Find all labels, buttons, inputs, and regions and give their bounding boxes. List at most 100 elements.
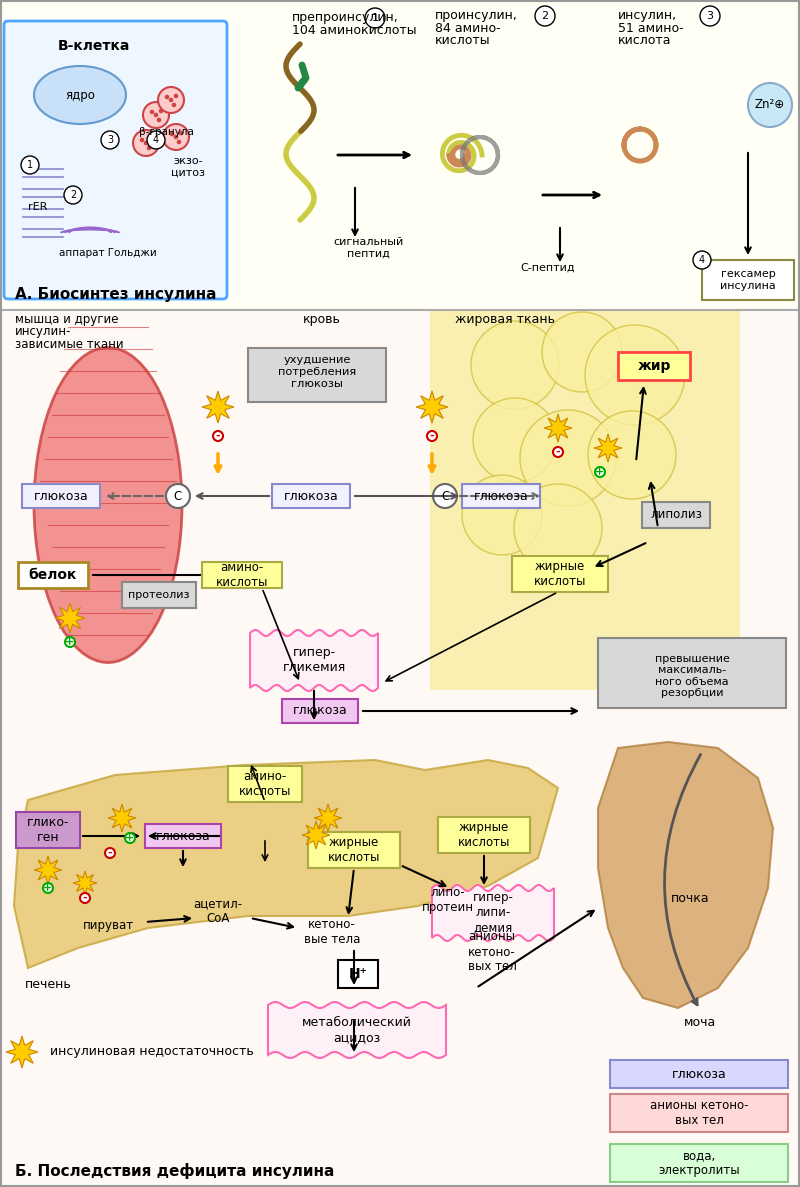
FancyBboxPatch shape bbox=[4, 21, 227, 299]
Text: +: + bbox=[126, 833, 134, 843]
Text: жирные
кислоты: жирные кислоты bbox=[534, 560, 586, 588]
Text: 3: 3 bbox=[706, 11, 714, 21]
Circle shape bbox=[693, 250, 711, 269]
Bar bbox=[618, 353, 690, 380]
Text: C: C bbox=[174, 489, 182, 502]
Text: 4: 4 bbox=[153, 135, 159, 145]
Bar bbox=[338, 960, 378, 988]
Bar bbox=[282, 699, 358, 723]
Text: липо-
протеин: липо- протеин bbox=[422, 886, 474, 914]
Text: липолиз: липолиз bbox=[650, 508, 702, 521]
Bar bbox=[145, 824, 221, 848]
Text: амино-
кислоты: амино- кислоты bbox=[216, 561, 268, 589]
Polygon shape bbox=[55, 603, 85, 633]
Circle shape bbox=[147, 131, 165, 150]
Text: H⁺: H⁺ bbox=[349, 967, 367, 980]
Polygon shape bbox=[544, 414, 572, 442]
Text: +: + bbox=[43, 883, 53, 893]
Circle shape bbox=[64, 186, 82, 204]
Polygon shape bbox=[314, 804, 342, 832]
Text: почка: почка bbox=[670, 891, 710, 904]
Polygon shape bbox=[34, 856, 62, 884]
Text: сигнальный
пептид: сигнальный пептид bbox=[333, 237, 403, 259]
Circle shape bbox=[21, 155, 39, 174]
Text: 2: 2 bbox=[70, 190, 76, 199]
Text: амино-
кислоты: амино- кислоты bbox=[239, 770, 291, 798]
Circle shape bbox=[427, 431, 437, 442]
Circle shape bbox=[105, 848, 115, 858]
Circle shape bbox=[170, 132, 174, 137]
Ellipse shape bbox=[34, 348, 182, 662]
Text: жир: жир bbox=[638, 358, 670, 373]
Circle shape bbox=[588, 411, 676, 499]
Text: 1: 1 bbox=[371, 13, 378, 23]
Circle shape bbox=[158, 109, 163, 113]
Text: инсулиновая недостаточность: инсулиновая недостаточность bbox=[46, 1046, 254, 1059]
Bar bbox=[512, 556, 608, 592]
Circle shape bbox=[146, 146, 151, 151]
Bar bbox=[610, 1060, 788, 1088]
Circle shape bbox=[535, 6, 555, 26]
Text: жирные
кислоты: жирные кислоты bbox=[458, 821, 510, 849]
Text: зависимые ткани: зависимые ткани bbox=[15, 337, 124, 350]
Text: метаболический
ацидоз: метаболический ацидоз bbox=[302, 1016, 412, 1045]
Polygon shape bbox=[73, 871, 97, 895]
Text: кислоты: кислоты bbox=[435, 33, 490, 46]
Bar bbox=[308, 832, 400, 868]
Circle shape bbox=[462, 475, 542, 556]
Text: 3: 3 bbox=[107, 135, 113, 145]
Bar bbox=[438, 817, 530, 853]
Text: Б. Последствия дефицита инсулина: Б. Последствия дефицита инсулина bbox=[15, 1163, 334, 1179]
Bar bbox=[610, 1094, 788, 1132]
Text: кровь: кровь bbox=[303, 313, 341, 326]
Text: 4: 4 bbox=[699, 255, 705, 265]
Text: -: - bbox=[430, 431, 434, 442]
Text: глюкоза: глюкоза bbox=[672, 1067, 726, 1080]
Polygon shape bbox=[416, 391, 448, 423]
Circle shape bbox=[365, 8, 385, 28]
Text: препроинсулин,: препроинсулин, bbox=[292, 12, 398, 25]
Text: белок: белок bbox=[29, 569, 77, 582]
Circle shape bbox=[65, 637, 75, 647]
Circle shape bbox=[174, 94, 178, 99]
Circle shape bbox=[163, 123, 189, 150]
Polygon shape bbox=[594, 434, 622, 462]
Text: +: + bbox=[66, 637, 74, 647]
Text: жировая ткань: жировая ткань bbox=[455, 313, 555, 326]
Text: превышение
максималь-
ного объема
резорбции: превышение максималь- ного объема резорб… bbox=[654, 654, 730, 698]
Text: 2: 2 bbox=[542, 11, 549, 21]
Text: -: - bbox=[108, 848, 112, 858]
Text: гипер-
гликемия: гипер- гликемия bbox=[282, 646, 346, 674]
Text: -: - bbox=[556, 447, 560, 457]
Text: глюкоза: глюкоза bbox=[156, 830, 210, 843]
Circle shape bbox=[169, 97, 174, 102]
Text: глюкоза: глюкоза bbox=[284, 489, 338, 502]
Text: 84 амино-: 84 амино- bbox=[435, 21, 501, 34]
Bar bbox=[22, 484, 100, 508]
Text: гипер-
липи-
демия: гипер- липи- демия bbox=[473, 891, 514, 934]
Text: ацетил-
СоА: ацетил- СоА bbox=[194, 897, 242, 925]
Circle shape bbox=[520, 410, 616, 506]
Circle shape bbox=[595, 466, 605, 477]
Circle shape bbox=[143, 102, 169, 128]
Circle shape bbox=[80, 893, 90, 903]
Text: экзо-
цитоз: экзо- цитоз bbox=[171, 157, 205, 178]
Polygon shape bbox=[250, 630, 378, 691]
Polygon shape bbox=[302, 821, 330, 849]
Text: β-гранула: β-гранула bbox=[138, 127, 194, 137]
Circle shape bbox=[177, 140, 182, 145]
Circle shape bbox=[433, 484, 457, 508]
Polygon shape bbox=[108, 804, 136, 832]
Text: ухудшение
потребления
глюкозы: ухудшение потребления глюкозы bbox=[278, 355, 356, 388]
Bar bbox=[462, 484, 540, 508]
Circle shape bbox=[144, 141, 148, 145]
Text: мышца и другие: мышца и другие bbox=[15, 313, 118, 326]
Bar bbox=[202, 561, 282, 588]
Circle shape bbox=[178, 131, 183, 135]
Text: глюкоза: глюкоза bbox=[293, 705, 347, 717]
Text: кислота: кислота bbox=[618, 33, 671, 46]
Circle shape bbox=[473, 398, 557, 482]
Text: 104 аминокислоты: 104 аминокислоты bbox=[292, 25, 417, 38]
Circle shape bbox=[542, 312, 622, 392]
Circle shape bbox=[101, 131, 119, 150]
